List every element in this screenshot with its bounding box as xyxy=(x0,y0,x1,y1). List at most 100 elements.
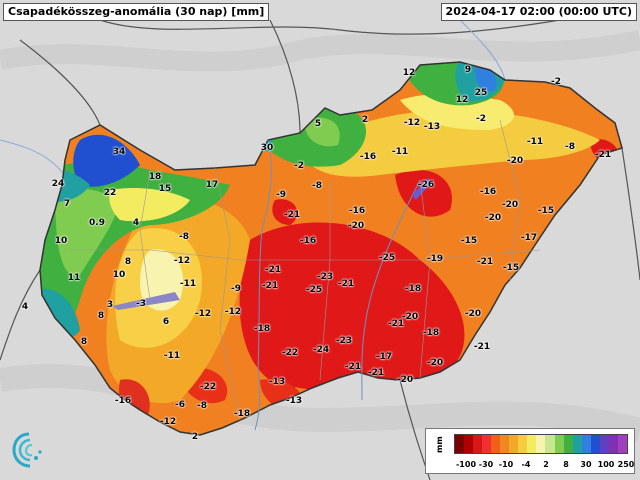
station-value: 12 xyxy=(402,68,416,78)
station-value: -8 xyxy=(565,142,575,152)
legend-swatch xyxy=(563,435,573,453)
station-value: -16 xyxy=(299,236,317,246)
legend-swatch xyxy=(617,435,627,453)
legend-swatch xyxy=(464,435,474,453)
station-value: -8 xyxy=(197,401,207,411)
station-value: -21 xyxy=(473,342,491,352)
station-value: -21 xyxy=(387,319,405,329)
legend-unit: mm xyxy=(435,436,444,453)
station-value: -23 xyxy=(335,336,353,346)
terrain-ridge xyxy=(0,363,640,442)
station-value: 2 xyxy=(191,432,199,442)
legend-swatch xyxy=(545,435,555,453)
station-value: 10 xyxy=(112,270,126,280)
country-border xyxy=(19,39,101,126)
lake-tisza xyxy=(412,178,432,200)
station-value: -11 xyxy=(179,279,197,289)
legend-swatch xyxy=(590,435,600,453)
station-value: 15 xyxy=(158,184,172,194)
service-logo xyxy=(10,430,48,470)
legend-tick-label: -100 xyxy=(455,460,477,469)
station-value: -18 xyxy=(404,284,422,294)
station-value: -20 xyxy=(401,312,419,322)
river-danube xyxy=(254,139,272,431)
station-value: -20 xyxy=(396,375,414,385)
station-value: 22 xyxy=(103,188,117,198)
station-value: -12 xyxy=(224,307,242,317)
legend-swatch xyxy=(608,435,618,453)
station-value: -13 xyxy=(423,122,441,132)
station-value: 5 xyxy=(314,119,322,129)
station-value: -20 xyxy=(501,200,519,210)
country-outline-hungary xyxy=(39,61,623,436)
station-value: -17 xyxy=(375,352,393,362)
station-value: -21 xyxy=(344,362,362,372)
station-value: 8 xyxy=(80,337,88,347)
county-lines xyxy=(70,119,541,421)
station-value: -8 xyxy=(312,181,322,191)
station-value: -2 xyxy=(294,161,304,171)
station-value: -16 xyxy=(114,396,132,406)
station-value: -8 xyxy=(179,232,189,242)
station-value: -12 xyxy=(173,256,191,266)
station-value: -12 xyxy=(159,417,177,427)
station-value: 8 xyxy=(124,257,132,267)
river-tisza xyxy=(361,179,421,401)
legend-color-bar xyxy=(454,434,628,454)
color-legend: mm -100 -30 -10 -4 2 8 30 100 250 xyxy=(425,428,635,474)
station-value: 17 xyxy=(205,180,219,190)
legend-swatch xyxy=(518,435,528,453)
station-value: -21 xyxy=(367,368,385,378)
station-value: -20 xyxy=(426,358,444,368)
legend-swatch xyxy=(473,435,483,453)
station-value: -15 xyxy=(502,263,520,273)
station-value: -9 xyxy=(231,284,241,294)
station-value: -12 xyxy=(194,309,212,319)
legend-ticks: -100 -30 -10 -4 2 8 30 100 250 xyxy=(446,460,636,472)
legend-swatch xyxy=(491,435,501,453)
country-border xyxy=(99,19,561,35)
station-value: 8 xyxy=(97,311,105,321)
station-value: 34 xyxy=(112,147,126,157)
station-value: -22 xyxy=(281,348,299,358)
country-border xyxy=(0,269,41,361)
station-value: -23 xyxy=(316,272,334,282)
station-value: -11 xyxy=(163,351,181,361)
station-value: -25 xyxy=(305,285,323,295)
station-value: 7 xyxy=(63,199,71,209)
legend-tick-label: 250 xyxy=(617,460,635,469)
legend-tick-label: 8 xyxy=(563,460,569,469)
station-value: -16 xyxy=(359,152,377,162)
station-value: -21 xyxy=(476,257,494,267)
station-value: 2 xyxy=(361,115,369,125)
legend-swatch xyxy=(455,435,465,453)
lake-balaton xyxy=(112,292,180,310)
station-value: -16 xyxy=(348,206,366,216)
station-value: 25 xyxy=(474,88,488,98)
station-value: -13 xyxy=(285,396,303,406)
station-value: -13 xyxy=(268,377,286,387)
station-value: 10 xyxy=(54,236,68,246)
legend-tick-label: 2 xyxy=(543,460,549,469)
legend-swatch xyxy=(500,435,510,453)
station-value: -17 xyxy=(520,233,538,243)
station-value: -18 xyxy=(233,409,251,419)
map-title: Csapadékösszeg-anomália (30 nap) [mm] xyxy=(3,3,270,21)
station-value: 4 xyxy=(21,302,29,312)
station-value: 9 xyxy=(464,65,472,75)
station-value: 3 xyxy=(106,300,114,310)
station-value: -25 xyxy=(378,253,396,263)
station-value: -15 xyxy=(460,236,478,246)
station-value: -22 xyxy=(199,382,217,392)
station-value: -18 xyxy=(253,324,271,334)
country-border xyxy=(621,147,640,281)
terrain-ridge xyxy=(0,30,640,72)
station-value: -24 xyxy=(312,345,330,355)
station-value: -19 xyxy=(426,254,444,264)
station-value: 11 xyxy=(67,273,81,283)
station-value: -21 xyxy=(261,281,279,291)
legend-tick-label: -30 xyxy=(478,460,494,469)
station-value: 4 xyxy=(132,218,140,228)
station-value: -21 xyxy=(283,210,301,220)
